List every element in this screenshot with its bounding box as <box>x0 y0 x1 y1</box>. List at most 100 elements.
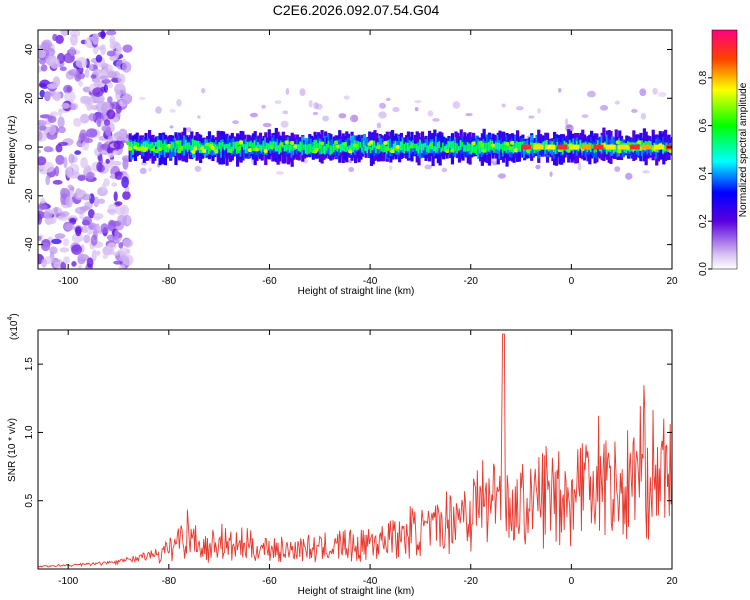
heatmap-cell <box>477 143 481 150</box>
heatmap-cell <box>471 143 476 153</box>
heatmap-cell <box>617 149 623 154</box>
heatmap-cell <box>254 147 260 152</box>
heatmap-cell <box>113 260 123 265</box>
heatmap-cell <box>542 141 546 149</box>
heatmap-cell <box>378 111 387 119</box>
heatmap-cell <box>299 141 303 152</box>
heatmap-cell <box>228 142 233 150</box>
heatmap-y-tick-label: 40 <box>24 44 35 56</box>
heatmap-cell <box>248 142 252 147</box>
heatmap-cell <box>426 145 430 152</box>
heatmap-cell <box>530 142 534 151</box>
heatmap-cell <box>118 264 126 269</box>
heatmap-cell <box>473 146 477 154</box>
heatmap-cell <box>53 206 59 216</box>
heatmap-cell <box>313 139 317 150</box>
heatmap-cell <box>52 33 58 42</box>
heatmap-cell <box>80 95 91 104</box>
heatmap-y-tick-label: 20 <box>24 92 35 104</box>
heatmap-cell <box>442 142 446 152</box>
heatmap-cell <box>194 165 202 172</box>
heatmap-cell <box>335 144 341 149</box>
heatmap-cell <box>228 148 234 153</box>
heatmap-cell <box>342 142 348 147</box>
heatmap-cell <box>395 144 401 149</box>
heatmap-cell <box>113 191 118 202</box>
heatmap-cell <box>299 88 306 97</box>
heatmap-cell <box>427 145 432 153</box>
heatmap-cell <box>383 142 388 153</box>
heatmap-cell <box>186 142 190 152</box>
heatmap-cell <box>521 141 525 147</box>
heatmap-cell <box>94 223 100 234</box>
heatmap-cell <box>96 161 103 172</box>
heatmap-cell <box>640 112 647 120</box>
snr-x-tick-label: -40 <box>363 576 378 587</box>
heatmap-cell <box>68 153 75 164</box>
heatmap-x-tick-label: 0 <box>569 276 575 287</box>
heatmap-cell <box>147 143 152 150</box>
heatmap-cell <box>121 155 131 162</box>
heatmap-cell <box>313 102 319 110</box>
heatmap-cell <box>343 144 347 152</box>
heatmap-x-tick-label: -100 <box>58 276 78 287</box>
heatmap-cell <box>496 142 500 150</box>
heatmap-cell <box>414 106 419 112</box>
heatmap-cell <box>103 84 109 93</box>
heatmap-cell <box>70 102 79 111</box>
heatmap-cell <box>591 140 595 157</box>
heatmap-cell <box>70 33 79 46</box>
heatmap-cell <box>167 146 171 153</box>
heatmap-cell <box>382 143 386 153</box>
heatmap-cell <box>143 146 149 151</box>
heatmap-cell <box>317 143 321 149</box>
heatmap-cell <box>452 101 461 109</box>
heatmap-cell <box>81 225 89 234</box>
heatmap-cell <box>471 141 477 146</box>
heatmap-cell <box>566 148 572 153</box>
heatmap-cell <box>122 190 131 200</box>
heatmap-cell <box>390 149 396 154</box>
heatmap-cell <box>287 142 291 150</box>
heatmap-cell <box>593 147 597 153</box>
snr-y-scale-label: (x104) <box>7 313 20 340</box>
heatmap-cell <box>324 145 328 155</box>
heatmap-cell <box>399 141 403 151</box>
colorbar-gradient <box>711 29 738 270</box>
heatmap-cell <box>66 86 72 93</box>
heatmap-cell <box>52 179 63 185</box>
heatmap-cell <box>260 145 264 152</box>
heatmap-cell <box>258 144 263 151</box>
heatmap-cell <box>184 140 189 150</box>
heatmap-cell <box>107 82 113 89</box>
heatmap-cell <box>234 142 238 149</box>
heatmap-cell <box>401 140 405 150</box>
colorbar-tick-label: 0.4 <box>698 166 709 180</box>
heatmap-x-tick-label: -40 <box>363 276 378 287</box>
heatmap-cell <box>428 142 434 147</box>
heatmap-cell <box>493 145 497 153</box>
heatmap-cell <box>304 144 308 154</box>
heatmap-cell <box>114 229 119 240</box>
heatmap-cell <box>38 149 42 154</box>
heatmap-cell <box>301 142 305 150</box>
heatmap-cell <box>525 148 531 153</box>
heatmap-cell <box>82 86 91 93</box>
heatmap-cell <box>54 165 60 177</box>
heatmap-cell <box>138 96 146 101</box>
heatmap-cell <box>320 144 324 155</box>
heatmap-cell <box>57 215 70 221</box>
heatmap-cell <box>509 140 515 145</box>
heatmap-cell <box>223 144 227 151</box>
heatmap-panel: -100 -80 -60 -40 -20 0 20 -40 -20 0 20 40 Height o… <box>7 29 678 297</box>
heatmap-cell <box>389 138 393 157</box>
heatmap-cell <box>501 103 506 108</box>
heatmap-cell <box>112 251 119 256</box>
heatmap-x-tick-label: -20 <box>464 276 479 287</box>
heatmap-cell <box>347 149 353 154</box>
heatmap-cell <box>384 147 390 152</box>
heatmap-cell <box>490 143 496 148</box>
heatmap-cell <box>284 140 290 145</box>
heatmap-cell <box>251 142 256 151</box>
heatmap-cell <box>501 143 506 153</box>
